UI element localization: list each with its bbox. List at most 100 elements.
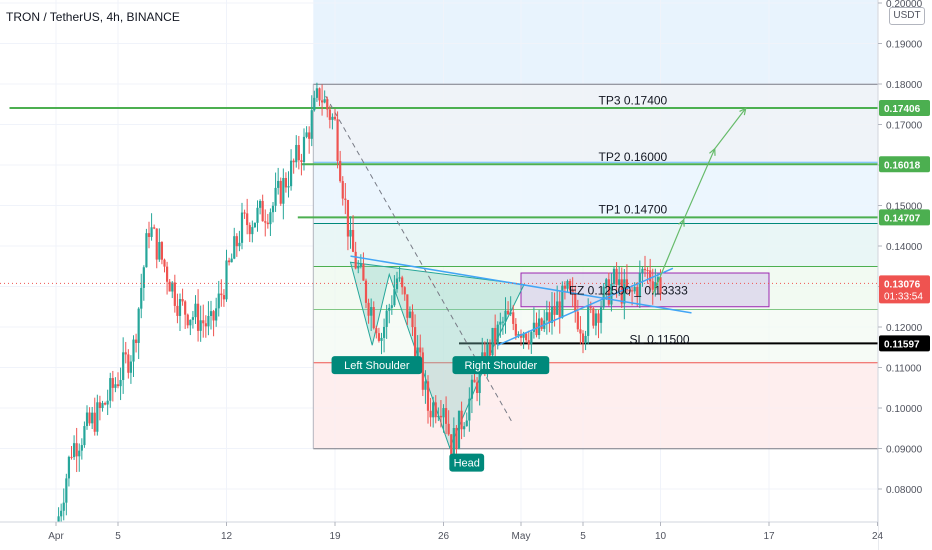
candle-body [625,279,629,291]
candle-body [633,286,636,292]
candle-body [142,267,145,288]
price-tick-label: 0.12000 [886,323,923,334]
candle-body [349,229,352,237]
price-axis-marker[interactable]: 0.17406 [879,100,930,117]
candle-body [137,308,140,343]
candle-body [310,110,313,139]
candle-body [279,180,282,204]
candle-body [238,242,241,247]
candle-body [333,116,337,120]
time-tick-label: Apr [48,531,64,542]
candle-body [442,408,445,418]
candle-body [339,160,342,182]
time-tick-label: 17 [763,531,775,542]
symbol-title[interactable]: TRON / TetherUS, 4h, BINANCE [6,10,180,24]
candle-body [525,333,528,341]
candle-body [80,445,83,451]
candle-body [72,443,76,458]
candle-body [568,281,572,291]
price-tick-label: 0.17000 [886,121,923,132]
candle-body [424,381,427,390]
candle-body [227,260,231,263]
candle-body [315,88,319,98]
price-axis[interactable]: 0.200000.190000.180000.170000.160000.150… [877,0,932,550]
candle-body [124,352,127,355]
price-axis-marker[interactable]: 0.11597 [879,335,930,352]
candle-body [328,109,331,120]
price-tick-label: 0.14000 [886,242,923,253]
price-axis-marker[interactable]: 0.16018 [879,156,930,173]
candle-body [282,177,285,204]
pattern-label-tag[interactable]: Head [449,453,485,472]
candle-body [411,311,414,328]
candle-body [628,290,631,292]
candle-body [390,305,393,308]
candle-body [127,354,130,373]
candle-body [119,380,122,387]
candle-body [346,199,350,237]
candle-body [271,205,275,213]
time-tick-label: 24 [872,531,884,542]
ascending-trendline[interactable] [497,267,674,346]
candle-body [96,402,99,432]
candle-body [274,187,277,206]
candle-body [408,311,412,318]
candle-body [176,305,179,316]
candle-body [60,510,63,517]
fibonacci-retracement[interactable]: 1(0.17993)0.786(0.16067)0.618(0.14555)0.… [312,83,932,462]
candle-body [452,428,455,459]
time-axis[interactable]: Apr 5 12 19 26 May 5 10 17 24 [0,521,884,550]
currency-selector[interactable]: USDT [889,7,925,25]
candle-body [305,132,308,137]
candle-body [101,403,104,409]
price-axis-bg [878,0,932,550]
fib-zone [313,223,932,267]
candle-body [277,180,280,188]
candle-body [532,322,536,333]
projection-arrowhead [739,107,747,116]
candle-body [261,200,264,222]
candle-body [514,323,517,336]
candle-body [67,456,71,479]
candle-body [519,333,523,338]
pattern-label-tag[interactable]: Left Shoulder [331,356,423,375]
candle-body [158,242,161,260]
projection-path[interactable] [652,107,747,295]
candle-body [132,339,135,362]
candle-body [284,177,288,188]
candle-body [209,311,213,317]
candle-countdown: 01:33:54 [884,291,923,302]
price-marker-label: 0.17406 [884,104,921,115]
price-marker-bg [879,209,930,226]
candle-body [191,317,195,320]
price-axis-marker[interactable]: 0.14707 [879,209,930,226]
candle-body [553,306,556,315]
candle-body [413,327,417,357]
candle-body [145,233,148,268]
candle-body [437,415,440,418]
neckline[interactable] [350,255,692,314]
candle-body [196,303,200,331]
candle-body [129,361,133,373]
pattern-label-tag[interactable]: Right Shoulder [452,356,550,375]
candle-body [318,88,321,101]
candle-body [266,222,269,225]
price-marker-bg [879,156,930,173]
candle-body [65,478,68,503]
candle-body [494,327,497,344]
candle-body [556,301,559,315]
price-marker-label: 0.11597 [884,339,920,350]
candle-body [116,384,120,387]
candle-body [584,335,587,344]
price-tick-label: 0.09000 [886,445,923,456]
candle-body [147,233,151,237]
candle-body [297,144,300,161]
candle-body [212,311,215,321]
fib-zone [313,84,932,163]
candle-body [401,277,404,288]
price-tick-label: 0.20000 [886,0,923,10]
candle-body [576,311,579,330]
candle-body [651,281,654,290]
